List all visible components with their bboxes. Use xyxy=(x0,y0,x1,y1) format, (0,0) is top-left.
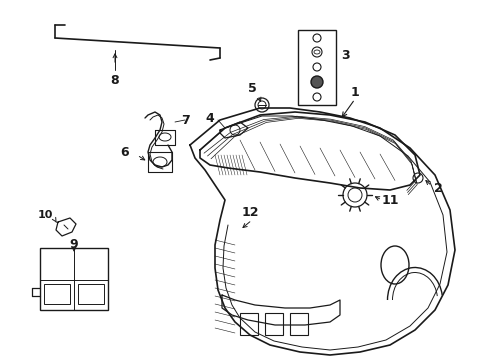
Text: 11: 11 xyxy=(381,194,398,207)
Text: 8: 8 xyxy=(110,73,119,86)
Text: 10: 10 xyxy=(37,210,53,220)
Bar xyxy=(289,313,307,335)
Bar xyxy=(40,248,108,310)
Text: 9: 9 xyxy=(70,239,78,252)
Bar xyxy=(264,313,283,335)
Text: 3: 3 xyxy=(340,49,348,62)
Text: 12: 12 xyxy=(241,206,258,219)
Bar xyxy=(44,284,70,304)
Text: 7: 7 xyxy=(180,113,189,126)
Bar xyxy=(297,30,335,105)
Text: 6: 6 xyxy=(121,145,129,158)
Bar xyxy=(78,284,104,304)
Text: 5: 5 xyxy=(247,81,256,95)
Text: 2: 2 xyxy=(433,181,442,194)
Text: 1: 1 xyxy=(350,86,359,99)
Circle shape xyxy=(310,76,323,88)
Text: 4: 4 xyxy=(205,112,214,125)
Bar xyxy=(240,313,258,335)
